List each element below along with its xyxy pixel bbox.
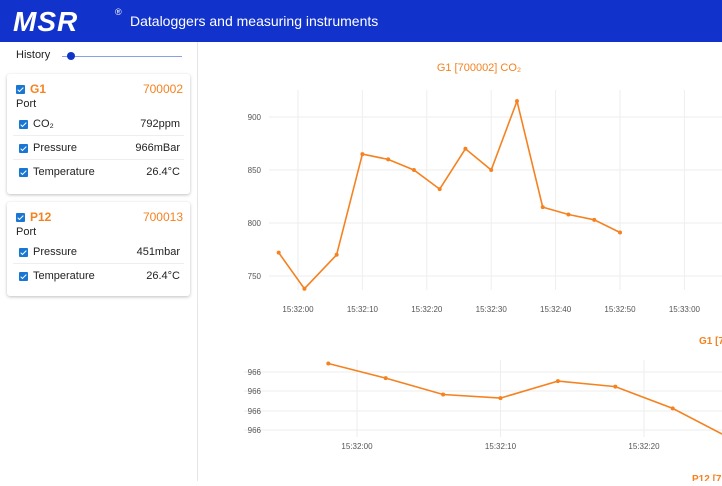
chart-title-partial: P12 [7 bbox=[692, 474, 722, 481]
co2-data-point bbox=[489, 168, 494, 172]
sensor-value: 26.4°C bbox=[146, 166, 180, 178]
device-card-p12: P12 700013 Port Pressure 451mbar Tempera… bbox=[7, 202, 190, 296]
pressure-data-point bbox=[383, 376, 388, 381]
co2-data-point bbox=[411, 168, 416, 172]
sensor-label: Pressure bbox=[33, 246, 78, 258]
sensor-checkbox[interactable] bbox=[19, 248, 28, 257]
co2-data-point bbox=[566, 212, 571, 217]
sensor-label: Temperature bbox=[33, 270, 95, 282]
sensor-row-pressure[interactable]: Pressure 451mbar bbox=[13, 242, 184, 264]
x-tick-label: 15:32:10 bbox=[347, 305, 379, 314]
port-label: Port bbox=[16, 226, 37, 238]
registered-mark: ® bbox=[115, 7, 122, 17]
sensor-label: Pressure bbox=[33, 142, 78, 154]
co2-data-point bbox=[334, 252, 339, 257]
co2-data-point bbox=[360, 152, 365, 157]
history-slider-handle[interactable] bbox=[67, 52, 75, 60]
y-tick-label: 750 bbox=[248, 272, 262, 281]
y-tick-label: 966 bbox=[248, 387, 262, 396]
pressure-data-point bbox=[441, 392, 446, 397]
sensor-label: Temperature bbox=[33, 166, 95, 178]
y-tick-label: 966 bbox=[248, 407, 262, 416]
chart-area: G1 [700002] CO₂ 750 800 850 900 15:32:00 15:32… bbox=[199, 42, 722, 485]
sensor-checkbox[interactable] bbox=[19, 272, 28, 281]
co2-series-line bbox=[278, 98, 621, 290]
x-tick-label: 15:32:50 bbox=[604, 305, 636, 314]
sensor-value: 792ppm bbox=[140, 118, 180, 130]
device-card-g1: G1 700002 Port CO₂ 792ppm Pressure 966mB… bbox=[7, 74, 190, 194]
sensor-checkbox[interactable] bbox=[19, 120, 28, 129]
chart-title-partial: G1 [7 bbox=[699, 336, 722, 347]
history-label: History bbox=[16, 49, 51, 61]
charts-svg: G1 [700002] CO₂ 750 800 850 900 15:32:00 15:32… bbox=[244, 62, 722, 485]
device-name: G1 bbox=[30, 82, 47, 96]
y-tick-label: 900 bbox=[248, 113, 262, 122]
co2-data-point bbox=[592, 217, 597, 222]
chart-title: G1 [700002] CO₂ bbox=[437, 62, 521, 74]
sensor-row-temperature[interactable]: Temperature 26.4°C bbox=[13, 162, 184, 184]
x-tick-label: 15:32:00 bbox=[341, 442, 373, 451]
port-label: Port bbox=[16, 98, 37, 110]
sensor-row-co2[interactable]: CO₂ 792ppm bbox=[13, 114, 184, 136]
co2-data-point bbox=[463, 146, 468, 151]
x-tick-label: 15:33:00 bbox=[669, 305, 701, 314]
x-tick-label: 15:32:10 bbox=[485, 442, 517, 451]
app-header: MSR ® Dataloggers and measuring instrume… bbox=[0, 0, 722, 42]
pressure-data-point bbox=[326, 361, 331, 366]
co2-data-point bbox=[386, 157, 391, 162]
sensor-row-temperature[interactable]: Temperature 26.4°C bbox=[13, 266, 184, 288]
pressure-data-point bbox=[613, 384, 618, 389]
co2-data-point bbox=[514, 99, 519, 104]
device-id: 700002 bbox=[142, 82, 183, 96]
svg-text:MSR: MSR bbox=[13, 8, 78, 34]
pressure-data-point bbox=[670, 406, 675, 411]
header-title: Dataloggers and measuring instruments bbox=[130, 13, 379, 29]
msr-logo: MSR bbox=[13, 8, 78, 34]
sensor-label: CO₂ bbox=[33, 118, 54, 130]
x-tick-label: 15:32:00 bbox=[282, 305, 314, 314]
device-header: G1 700002 bbox=[7, 74, 190, 96]
pressure-data-point bbox=[498, 396, 503, 401]
co2-data-point bbox=[276, 250, 281, 255]
device-name: P12 bbox=[30, 210, 52, 224]
device-checkbox[interactable] bbox=[16, 213, 25, 222]
y-tick-label: 966 bbox=[248, 368, 262, 377]
device-header: P12 700013 bbox=[7, 202, 190, 224]
sensor-value: 966mBar bbox=[135, 142, 180, 154]
pressure-series-line bbox=[328, 362, 722, 435]
co2-data-point bbox=[618, 230, 622, 235]
co2-data-point bbox=[302, 286, 307, 291]
sensor-row-pressure[interactable]: Pressure 966mBar bbox=[13, 138, 184, 160]
y-tick-label: 850 bbox=[248, 166, 262, 175]
co2-data-point bbox=[540, 205, 545, 210]
device-checkbox[interactable] bbox=[16, 85, 25, 94]
sensor-checkbox[interactable] bbox=[19, 144, 28, 153]
x-tick-label: 15:32:20 bbox=[411, 305, 443, 314]
y-tick-label: 800 bbox=[248, 219, 262, 228]
co2-data-point bbox=[437, 187, 442, 192]
x-tick-label: 15:32:30 bbox=[476, 305, 508, 314]
sensor-value: 26.4°C bbox=[146, 270, 180, 282]
y-tick-label: 966 bbox=[248, 426, 262, 435]
sensor-value: 451mbar bbox=[136, 246, 180, 258]
sidebar: History G1 700002 Port CO₂ 792ppm Pressu… bbox=[0, 42, 198, 481]
pressure-data-point bbox=[555, 379, 560, 384]
x-tick-label: 15:32:40 bbox=[540, 305, 572, 314]
x-tick-label: 15:32:20 bbox=[628, 442, 660, 451]
history-slider-track[interactable] bbox=[62, 56, 182, 57]
device-id: 700013 bbox=[142, 210, 183, 224]
sensor-checkbox[interactable] bbox=[19, 168, 28, 177]
